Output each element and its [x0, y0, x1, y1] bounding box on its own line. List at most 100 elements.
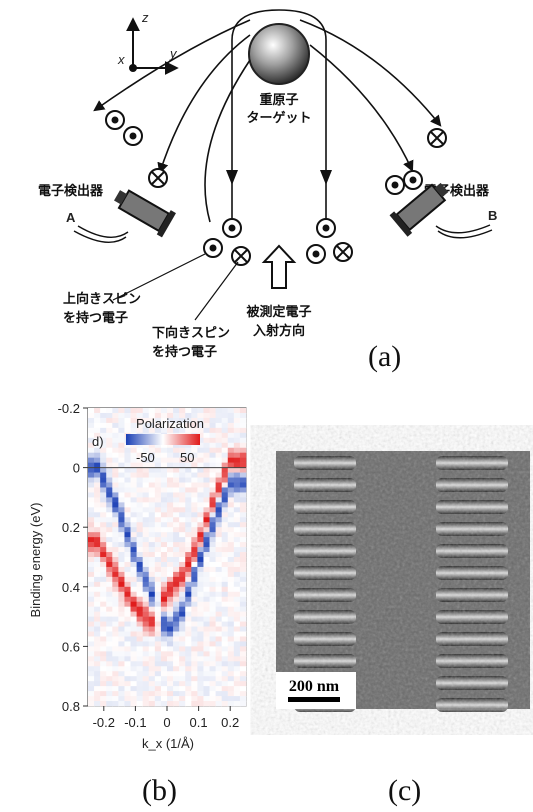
heatmap-cell — [209, 482, 216, 488]
heatmap-cell — [160, 561, 168, 568]
heatmap-cell — [209, 571, 216, 578]
detector-b-letter: B — [488, 208, 497, 223]
heatmap-cell — [227, 432, 235, 439]
heatmap-cell — [94, 457, 101, 463]
heatmap-cell — [148, 686, 156, 692]
heatmap-cell — [124, 412, 131, 419]
heatmap-cell — [148, 492, 156, 498]
heatmap-cell — [118, 447, 125, 453]
heatmap-cell — [227, 596, 235, 602]
heatmap-cell — [179, 408, 186, 414]
heatmap-cell — [160, 606, 168, 612]
heatmap-cell — [88, 412, 95, 419]
heatmap-cell — [179, 522, 186, 528]
heatmap-cell — [233, 527, 241, 533]
heatmap-cell — [167, 422, 174, 429]
heatmap-cell — [130, 487, 137, 493]
heatmap-cell — [88, 651, 95, 657]
heatmap-cell — [112, 626, 119, 632]
spin-dot-icon — [316, 218, 336, 238]
heatmap-cell — [239, 547, 247, 553]
heatmap-cell — [154, 507, 162, 513]
heatmap-cell — [130, 591, 137, 598]
heatmap-cell — [124, 537, 131, 543]
heatmap-cell — [185, 666, 192, 672]
heatmap-cell — [203, 507, 210, 513]
heatmap-cell — [106, 606, 113, 612]
heatmap-cell — [191, 517, 198, 523]
heatmap-cell — [124, 621, 131, 627]
heatmap-cell — [209, 532, 216, 538]
heatmap-cell — [100, 576, 107, 583]
heatmap-cell — [154, 492, 162, 498]
heatmap-cell — [142, 681, 150, 687]
heatmap-cell — [227, 512, 235, 518]
heatmap-cell — [148, 517, 156, 523]
heatmap-cell — [173, 666, 180, 672]
heatmap-cell — [100, 557, 107, 563]
heatmap-cell — [130, 671, 137, 677]
heatmap-cell — [221, 661, 229, 667]
heatmap-cell — [215, 671, 222, 677]
heatmap-cell — [209, 626, 216, 632]
heatmap-cell — [179, 547, 186, 553]
heatmap-cell — [167, 492, 174, 498]
heatmap-cell — [167, 651, 174, 657]
heatmap-cell — [203, 557, 210, 563]
heatmap-cell — [173, 522, 180, 528]
heatmap-cell — [191, 487, 198, 493]
heatmap-cell — [197, 417, 204, 424]
heatmap-cell — [106, 432, 113, 439]
heatmap-cell — [130, 581, 137, 588]
heatmap-cell — [227, 437, 235, 444]
heatmap-cell — [148, 512, 156, 518]
x-tick-label: 0.1 — [190, 715, 208, 730]
heatmap-cell — [142, 576, 150, 583]
heatmap-cell — [179, 442, 186, 449]
heatmap-cell — [136, 477, 143, 483]
heatmap-cell — [154, 537, 162, 543]
heatmap-cell — [233, 611, 241, 617]
panel-c: 200 nm (c) — [276, 451, 530, 807]
heatmap-cell — [197, 611, 204, 617]
heatmap-cell — [136, 457, 143, 463]
heatmap-cell — [88, 576, 95, 583]
heatmap-cell — [185, 502, 192, 508]
heatmap-cell — [227, 616, 235, 622]
heatmap-cell — [154, 561, 162, 568]
spin-up-label-line1: 上向きスピン — [63, 291, 141, 307]
heatmap-cell — [221, 611, 229, 617]
heatmap-cell — [239, 671, 247, 677]
heatmap-cell — [136, 581, 143, 588]
heatmap-cell — [173, 457, 180, 463]
heatmap-cell — [197, 462, 204, 468]
up-arrow-right — [320, 170, 332, 185]
heatmap-cell — [154, 477, 162, 483]
heatmap-cell — [221, 492, 229, 498]
heatmap-cell — [233, 701, 241, 707]
heatmap-cell — [100, 532, 107, 538]
x-axis-label: x — [117, 52, 125, 67]
heatmap-cell — [142, 571, 150, 578]
heatmap-cell — [100, 636, 107, 642]
heatmap-cell — [100, 681, 107, 687]
heatmap-cell — [215, 447, 222, 453]
heatmap-cell — [154, 542, 162, 548]
heatmap-cell — [221, 616, 229, 622]
heatmap-cell — [185, 452, 192, 458]
heatmap-cell — [130, 576, 137, 583]
heatmap-cell — [227, 427, 235, 434]
heatmap-cell — [136, 442, 143, 449]
heatmap-cell — [203, 661, 210, 667]
heatmap-cell — [148, 566, 156, 573]
heatmap-cell — [142, 616, 150, 622]
heatmap-cell — [106, 576, 113, 583]
heatmap-cell — [239, 417, 247, 424]
heatmap-cell — [221, 512, 229, 518]
heatmap-cell — [118, 517, 125, 523]
heatmap-cell — [106, 457, 113, 463]
y-tick-label: 0.8 — [62, 699, 80, 714]
heatmap-cell — [233, 601, 241, 607]
heatmap-cell — [191, 507, 198, 513]
heatmap-cell — [106, 581, 113, 588]
